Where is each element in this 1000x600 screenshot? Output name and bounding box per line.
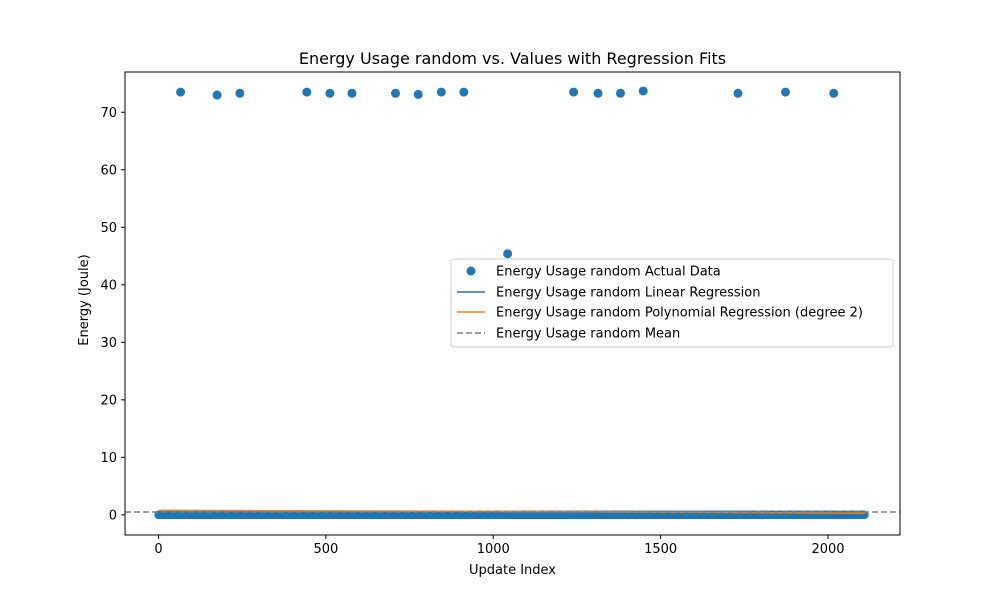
- scatter-point: [413, 89, 423, 99]
- x-axis-label: Update Index: [469, 563, 556, 578]
- scatter-point: [302, 87, 312, 97]
- scatter-point: [390, 88, 400, 98]
- scatter-point: [593, 88, 603, 98]
- legend-marker: [466, 266, 476, 276]
- y-tick-label: 50: [100, 221, 117, 236]
- legend-box: [450, 258, 894, 348]
- legend-label: Energy Usage random Mean: [496, 327, 680, 342]
- y-tick-label: 70: [100, 106, 117, 121]
- y-tick-label: 0: [109, 508, 117, 523]
- scatter-point: [325, 88, 335, 98]
- y-tick-label: 30: [100, 336, 117, 351]
- axes-frame: [124, 71, 901, 536]
- y-tick-label: 10: [100, 451, 117, 466]
- legend-label: Energy Usage random Linear Regression: [496, 286, 760, 301]
- x-tick-label: 1000: [477, 542, 510, 557]
- plot-area: [125, 86, 900, 520]
- x-tick-label: 500: [313, 542, 338, 557]
- x-tick-label: 0: [154, 542, 162, 557]
- y-tick-label: 40: [100, 278, 117, 293]
- scatter-point: [176, 87, 186, 97]
- scatter-point: [503, 249, 513, 259]
- scatter-point: [733, 88, 743, 98]
- plot-inner: [125, 86, 900, 520]
- legend-label: Energy Usage random Polynomial Regressio…: [496, 306, 863, 321]
- scatter-point: [569, 87, 579, 97]
- x-tick-label: 2000: [811, 542, 844, 557]
- y-tick-label: 20: [100, 393, 117, 408]
- scatter-point: [235, 88, 245, 98]
- y-axis-label: Energy (Joule): [77, 254, 92, 345]
- chart-title: Energy Usage random vs. Values with Regr…: [299, 49, 726, 68]
- x-tick-label: 1500: [644, 542, 677, 557]
- scatter-point: [436, 87, 446, 97]
- legend-label: Energy Usage random Actual Data: [496, 265, 721, 280]
- scatter-point: [829, 88, 839, 98]
- legend: Energy Usage random Actual Data Energy Us…: [450, 258, 894, 348]
- scatter-point: [781, 87, 791, 97]
- scatter-point: [347, 88, 357, 98]
- scatter-point: [638, 86, 648, 96]
- scatter-point: [459, 87, 469, 97]
- scatter-point: [212, 90, 222, 100]
- axes: 0 500 1000 1500 2000 0 10 20 30 40 50 60 70: [100, 71, 901, 557]
- y-tick-label: 60: [100, 163, 117, 178]
- scatter-point: [615, 88, 625, 98]
